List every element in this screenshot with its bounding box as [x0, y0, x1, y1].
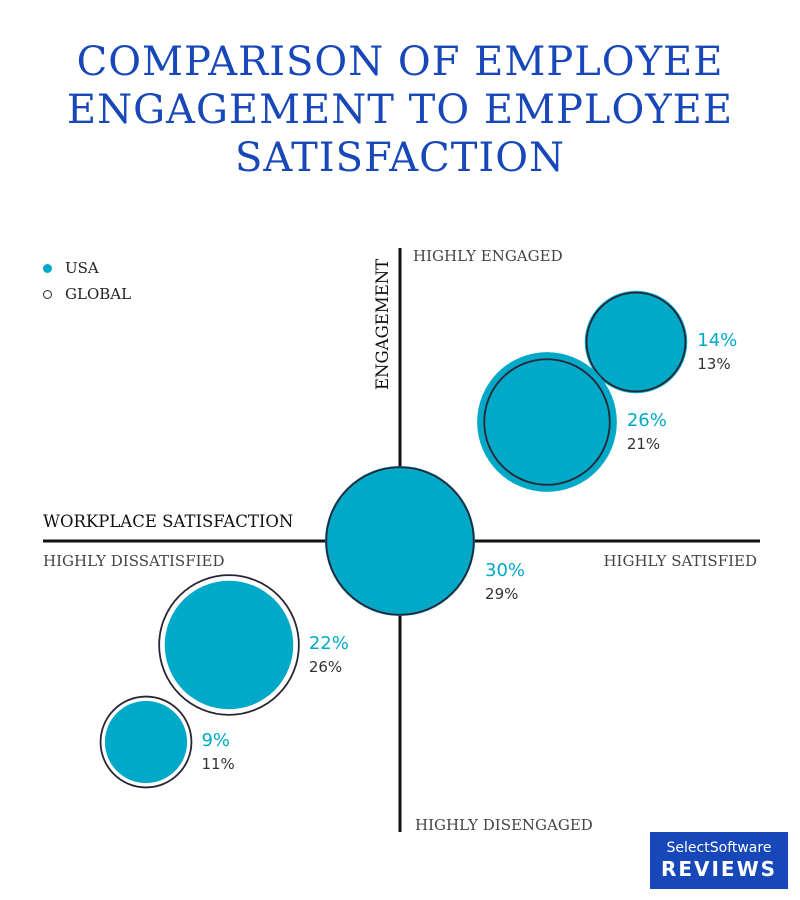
data-label-usa-2: 30% [485, 560, 525, 581]
brand-logo-line1: SelectSoftware [666, 840, 772, 856]
axis-end-highly-dissatisfied: HIGHLY DISSATISFIED [43, 552, 225, 570]
bubble-usa-3 [164, 580, 294, 710]
data-label-usa-0: 14% [697, 330, 737, 351]
brand-logo: SelectSoftware REVIEWS [650, 832, 788, 889]
bubble-group-4: 9%11% [99, 695, 235, 789]
data-label-global-0: 13% [697, 355, 730, 373]
bubble-usa-0 [584, 290, 688, 394]
data-label-usa-4: 9% [201, 730, 230, 751]
bubble-global-1 [483, 358, 611, 486]
bubble-global-0 [585, 291, 687, 393]
bubble-global-4 [99, 695, 193, 789]
axis-end-highly-disengaged: HIGHLY DISENGAGED [415, 816, 593, 834]
data-label-global-1: 21% [627, 435, 660, 453]
data-label-global-2: 29% [485, 585, 518, 603]
y-axis-title: ENGAGEMENT [373, 259, 392, 390]
bubble-group-0: 14%13% [584, 290, 737, 394]
axis-end-highly-engaged: HIGHLY ENGAGED [413, 247, 563, 265]
legend-global-swatch [43, 289, 52, 299]
legend-usa-label: USA [65, 259, 99, 277]
bubble-usa-4 [104, 700, 188, 784]
legend-global-label: GLOBAL [65, 285, 132, 303]
bubble-usa-1 [477, 352, 617, 492]
legend-usa-swatch [43, 263, 52, 273]
bubble-layer: 14%13%26%21%30%29%22%26%9%11% [99, 290, 737, 789]
bubble-global-2 [325, 466, 475, 616]
bubble-group-1: 26%21% [477, 352, 667, 492]
data-label-usa-1: 26% [627, 410, 667, 431]
page-title: COMPARISON OF EMPLOYEE ENGAGEMENT TO EMP… [66, 39, 734, 181]
axis-end-highly-satisfied: HIGHLY SATISFIED [603, 552, 757, 570]
bubble-global-3 [158, 574, 300, 716]
bubble-group-2: 30%29% [324, 465, 525, 617]
legend-item-usa: USA [43, 259, 99, 277]
data-label-global-4: 11% [201, 755, 234, 773]
legend-item-global: GLOBAL [43, 285, 131, 303]
x-axis-title: WORKPLACE SATISFACTION [43, 512, 293, 531]
data-label-global-3: 26% [309, 658, 342, 676]
data-label-usa-3: 22% [309, 633, 349, 654]
brand-logo-line2: REVIEWS [660, 857, 778, 881]
bubble-group-3: 22%26% [158, 574, 349, 716]
bubble-usa-2 [324, 465, 476, 617]
